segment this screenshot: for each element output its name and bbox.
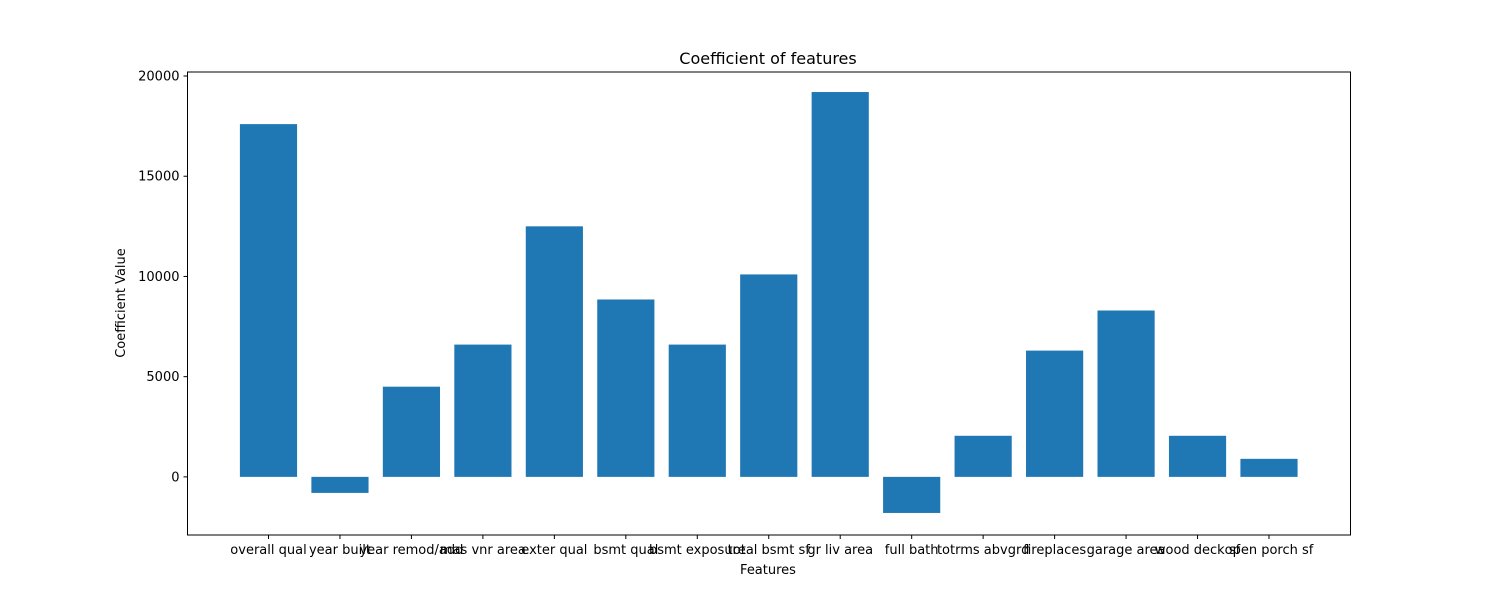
bar-fireplaces: [1026, 350, 1084, 477]
x-tick-label: total bsmt sf: [728, 543, 811, 558]
y-tick-label: 15000: [138, 170, 179, 185]
x-tick-label: year remod/add: [359, 543, 463, 558]
bar-overall-qual: [239, 124, 298, 477]
bar-garage-area: [1097, 310, 1155, 477]
x-tick-label: overall qual: [230, 543, 306, 558]
x-tick-label: gr liv area: [807, 543, 873, 558]
bar-year-built: [311, 476, 369, 493]
bar-exter-qual: [525, 226, 583, 477]
chart-title: Coefficient of features: [679, 49, 856, 68]
y-tick-label: 5000: [146, 370, 179, 385]
bars-group: [239, 92, 1298, 513]
bar-totrms-abvgrd: [954, 435, 1012, 477]
x-tick-label: totrms abvgrd: [937, 543, 1029, 558]
x-tick-label: bsmt exposure: [649, 543, 746, 558]
bar-wood-deck-sf: [1168, 435, 1227, 477]
x-tick-label: bsmt qual: [593, 543, 658, 558]
y-tick-label: 0: [171, 470, 179, 485]
x-tick-label: year built: [309, 543, 371, 558]
y-tick-label: 20000: [138, 70, 179, 85]
x-tick-label: full bath: [885, 543, 939, 558]
x-tick-label: wood deck sf: [1155, 543, 1241, 558]
y-axis-ticks: 0 5000 10000 15000 20000: [138, 70, 188, 485]
bar-full-bath: [883, 476, 941, 513]
x-tick-label: exter qual: [521, 543, 587, 558]
x-tick-label: fireplaces: [1023, 543, 1086, 558]
bar-gr-liv-area: [811, 92, 869, 477]
x-tick-label: garage area: [1087, 543, 1166, 558]
bar-total-bsmt-sf: [740, 274, 798, 477]
bar-bsmt-exposure: [668, 344, 726, 477]
bar-year-remod-add: [382, 386, 441, 477]
y-tick-label: 10000: [138, 270, 179, 285]
bar-mas-vnr-area: [454, 344, 512, 477]
y-axis-label: Coefficient Value: [114, 248, 129, 358]
x-tick-label: mas vnr area: [440, 543, 526, 558]
bar-open-porch-sf: [1240, 458, 1298, 477]
x-tick-label: open porch sf: [1225, 543, 1314, 558]
x-axis-label: Features: [740, 563, 796, 578]
bar-bsmt-qual: [597, 299, 655, 477]
